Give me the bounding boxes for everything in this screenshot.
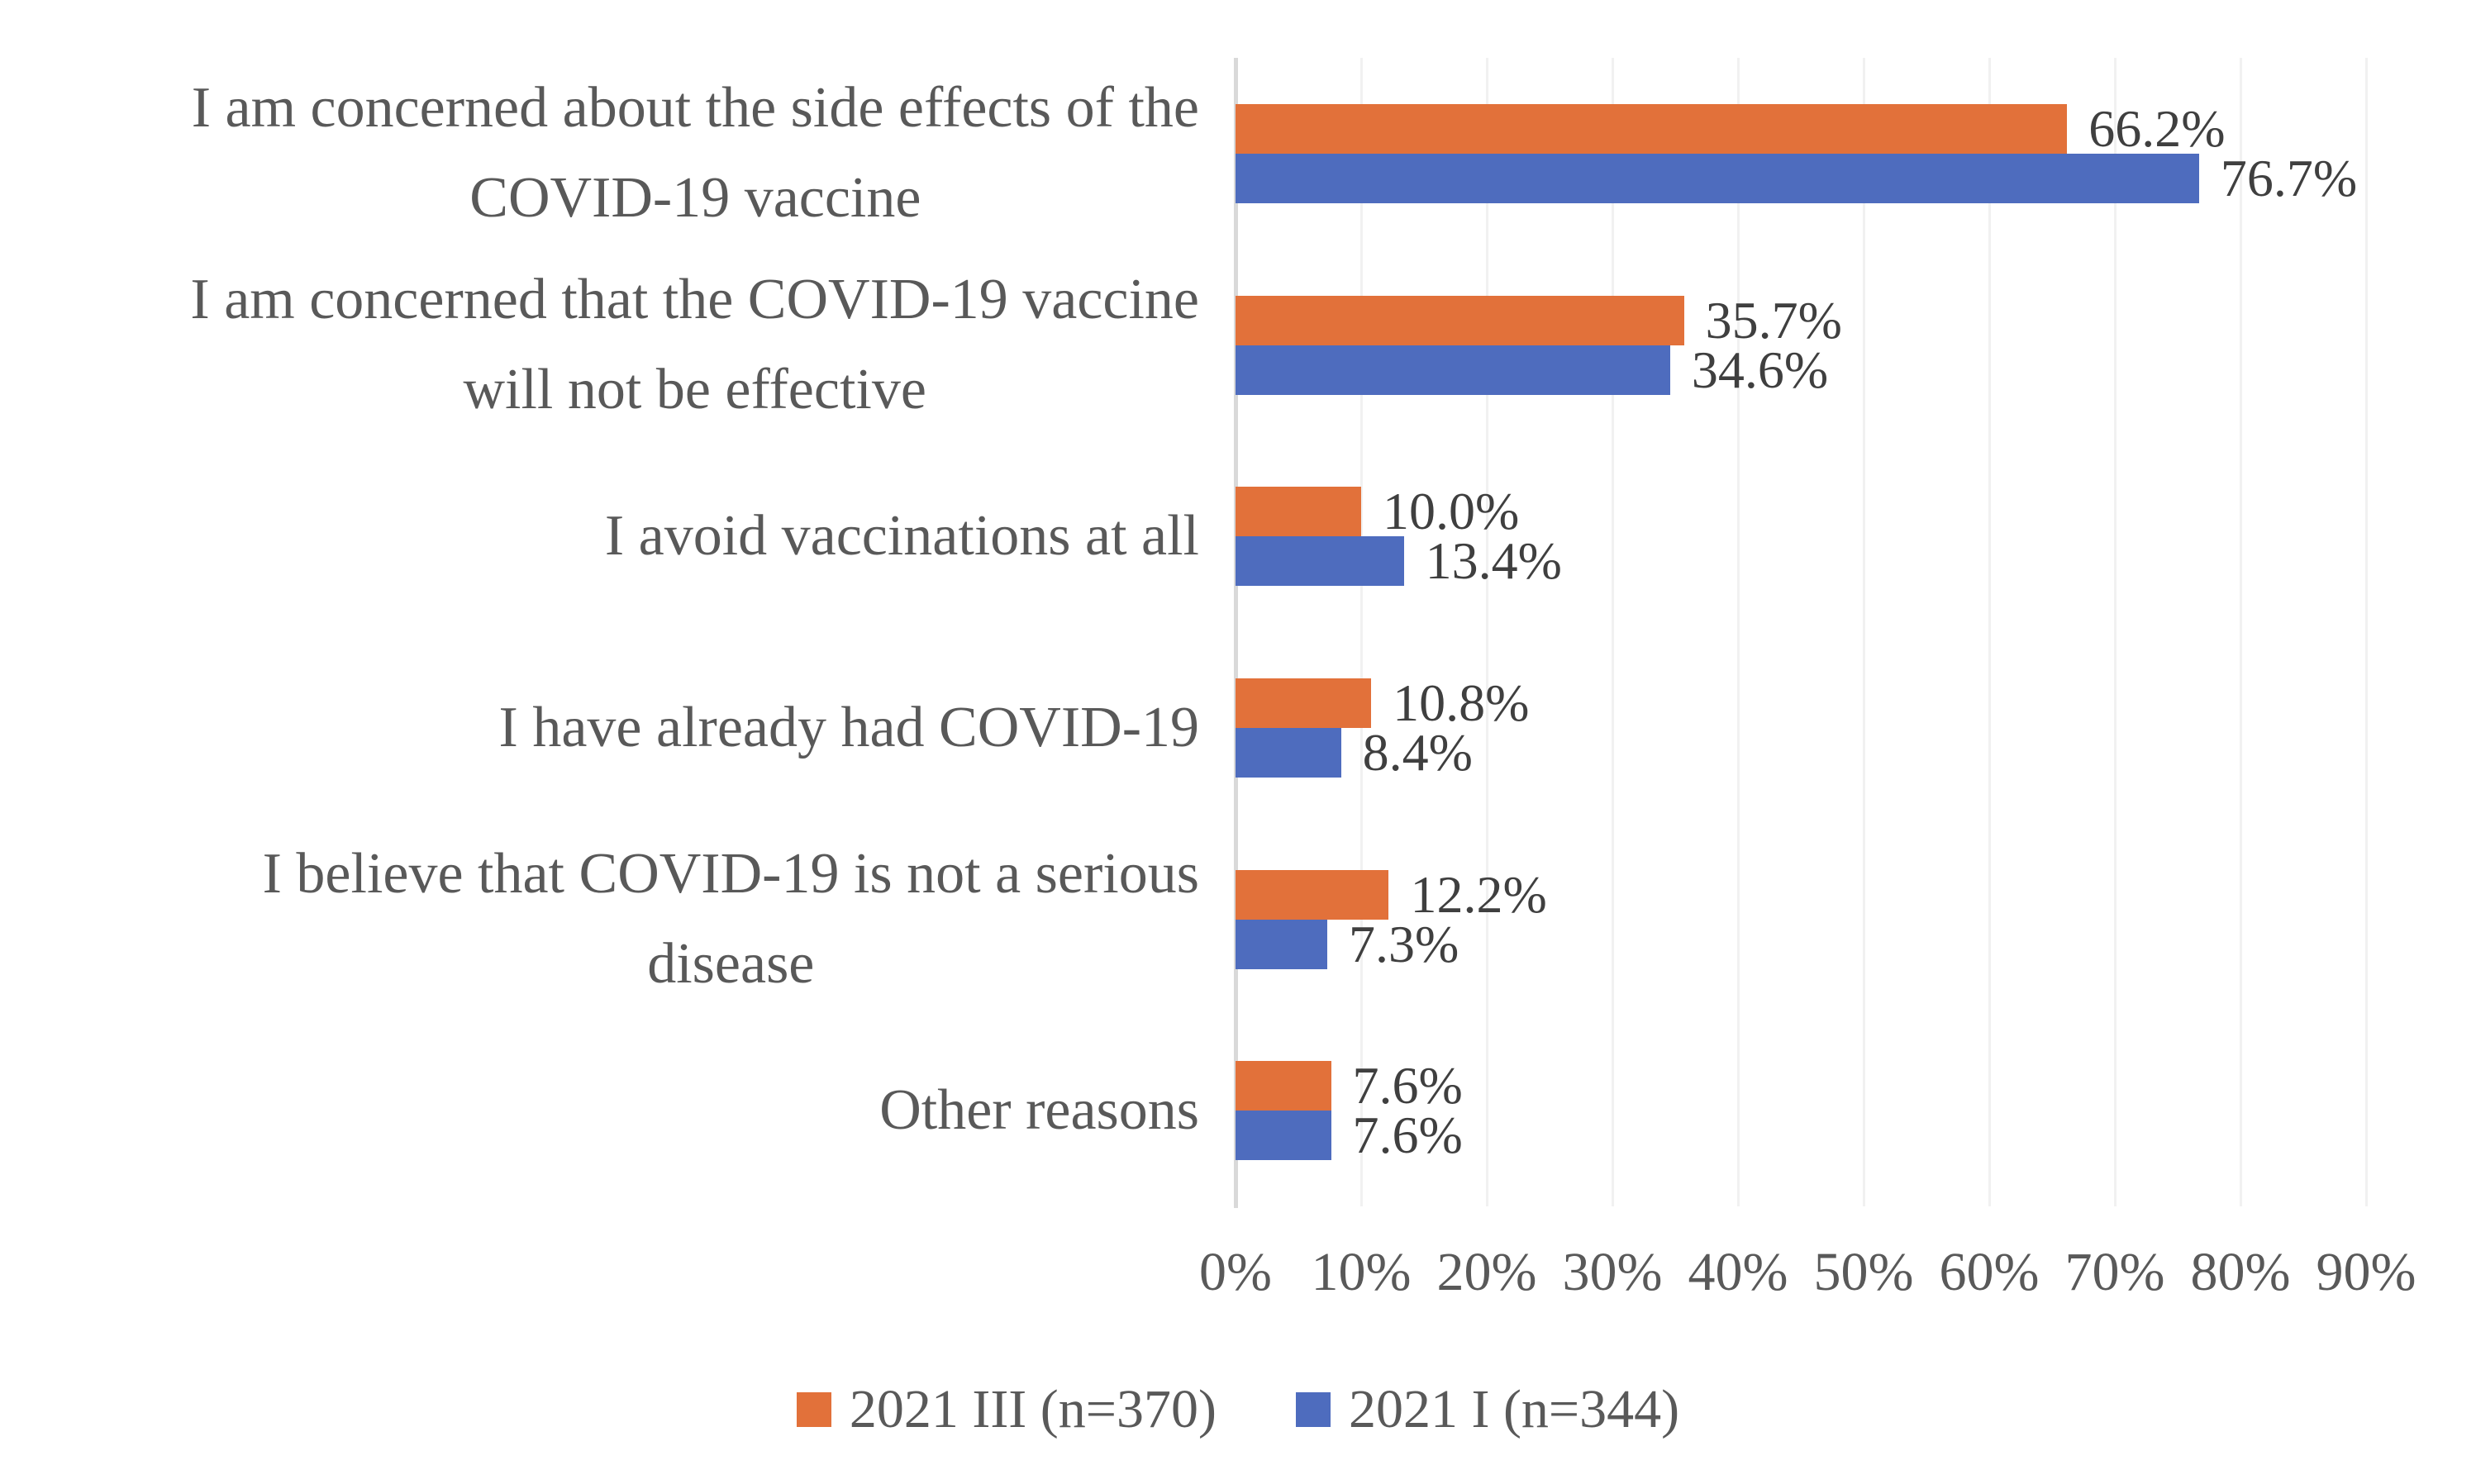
bar-segment	[1236, 678, 1372, 728]
legend-label: 2021 I (n=344)	[1348, 1379, 1680, 1439]
bar-segment	[1236, 536, 1404, 587]
bar-line: 13.4%	[1236, 531, 2476, 591]
data-label: 7.6%	[1352, 1056, 1463, 1115]
data-label: 10.8%	[1393, 673, 1530, 732]
data-label: 10.0%	[1383, 482, 1520, 541]
x-tick-label: 30%	[1562, 1242, 1663, 1302]
bar-segment	[1236, 919, 1327, 969]
bar-segment	[1236, 153, 2199, 203]
gridline	[2240, 58, 2242, 1206]
data-label: 8.4%	[1362, 722, 1473, 782]
bar-segment	[1236, 869, 1389, 920]
category-label-cell: I avoid vaccinations at all	[0, 492, 1236, 582]
x-tick-label: 90%	[2316, 1242, 2416, 1302]
bars-cell: 12.2% 7.3%	[1236, 864, 2476, 973]
bars-cell: 66.2% 76.7%	[1236, 98, 2476, 207]
bar-line: 7.3%	[1236, 914, 2476, 973]
bars-cell: 10.0% 13.4%	[1236, 482, 2476, 591]
data-label: 12.2%	[1410, 864, 1547, 924]
x-tick-label: 80%	[2190, 1242, 2291, 1302]
data-label: 66.2%	[2088, 98, 2226, 158]
bar-line: 7.6%	[1236, 1106, 2476, 1165]
gridline	[1360, 58, 1363, 1206]
bar-line: 35.7%	[1236, 290, 2476, 350]
bars-cell: 10.8% 8.4%	[1236, 673, 2476, 782]
data-label: 35.7%	[1705, 290, 1842, 350]
gridline	[1737, 58, 1740, 1206]
bar-segment	[1236, 1111, 1331, 1161]
category-row: I have already had COVID-19 10.8% 8.4%	[0, 632, 2476, 824]
category-row: I believe that COVID-19 is not a serious…	[0, 824, 2476, 1015]
category-row: I am concerned that the COVID-19 vaccine…	[0, 250, 2476, 441]
bar-segment	[1236, 295, 1684, 345]
category-label-cell: Other reasons	[0, 1066, 1236, 1156]
plot-rows: I am concerned about the side effects of…	[0, 58, 2476, 1206]
data-label: 7.6%	[1352, 1106, 1463, 1165]
legend-swatch	[1295, 1392, 1331, 1427]
category-label: I avoid vaccinations at all	[604, 503, 1199, 568]
category-label-cell: I am concerned about the side effects of…	[0, 64, 1236, 243]
legend-swatch	[796, 1392, 831, 1427]
bar-pair: 10.0% 13.4%	[1236, 482, 2476, 591]
legend-label: 2021 III (n=370)	[849, 1379, 1217, 1439]
category-label-cell: I am concerned that the COVID-19 vaccine…	[0, 255, 1236, 435]
category-label: I have already had COVID-19	[498, 695, 1199, 759]
gridline	[1612, 58, 1614, 1206]
category-label-cell: I have already had COVID-19	[0, 683, 1236, 773]
category-label: Other reasons	[879, 1077, 1199, 1142]
legend-item: 2021 III (n=370)	[796, 1378, 1217, 1441]
category-label: I am concerned about the side effects of…	[191, 76, 1199, 230]
bar-line: 34.6%	[1236, 340, 2476, 399]
bar-pair: 12.2% 7.3%	[1236, 864, 2476, 973]
bars-cell: 35.7% 34.6%	[1236, 290, 2476, 399]
data-label: 34.6%	[1691, 340, 1829, 399]
x-axis: 0% 10% 20% 30% 40% 50% 60% 70% 80% 90%	[0, 1241, 2476, 1315]
bar-line: 8.4%	[1236, 722, 2476, 782]
bar-pair: 7.6% 7.6%	[1236, 1056, 2476, 1165]
category-label: I believe that COVID-19 is not a serious…	[262, 842, 1199, 996]
gridline	[2365, 58, 2368, 1206]
bar-line: 12.2%	[1236, 864, 2476, 924]
x-tick-label: 50%	[1813, 1242, 1914, 1302]
bar-segment	[1236, 103, 2068, 154]
bar-segment	[1236, 1061, 1331, 1111]
data-label: 13.4%	[1425, 531, 1562, 591]
category-row: Other reasons 7.6% 7.6%	[0, 1015, 2476, 1206]
x-tick-label: 20%	[1436, 1242, 1537, 1302]
bar-line: 10.8%	[1236, 673, 2476, 732]
data-label: 7.3%	[1348, 914, 1459, 973]
legend: 2021 III (n=370) 2021 I (n=344)	[0, 1378, 2476, 1441]
gridline	[1486, 58, 1488, 1206]
bar-pair: 35.7% 34.6%	[1236, 290, 2476, 399]
x-tick-label: 60%	[1939, 1242, 2040, 1302]
bar-line: 7.6%	[1236, 1056, 2476, 1115]
bar-line: 66.2%	[1236, 98, 2476, 158]
bar-pair: 10.8% 8.4%	[1236, 673, 2476, 782]
data-label: 76.7%	[2220, 148, 2358, 207]
bar-line: 76.7%	[1236, 148, 2476, 207]
category-row: I avoid vaccinations at all 10.0% 13.4%	[0, 440, 2476, 632]
category-row: I am concerned about the side effects of…	[0, 58, 2476, 250]
gridline	[2114, 58, 2117, 1206]
bar-segment	[1236, 345, 1670, 395]
x-tick-label: 40%	[1688, 1242, 1788, 1302]
legend-item: 2021 I (n=344)	[1295, 1378, 1680, 1441]
bar-segment	[1236, 727, 1341, 778]
y-axis-line	[1234, 58, 1238, 1208]
category-label: I am concerned that the COVID-19 vaccine…	[190, 268, 1199, 421]
gridline	[1863, 58, 1865, 1206]
x-tick-label: 10%	[1311, 1242, 1412, 1302]
bar-segment	[1236, 487, 1361, 537]
bar-line: 10.0%	[1236, 482, 2476, 541]
x-tick-label: 0%	[1199, 1242, 1272, 1302]
category-label-cell: I believe that COVID-19 is not a serious…	[0, 830, 1236, 1009]
gridline	[1988, 58, 1991, 1206]
bar-pair: 66.2% 76.7%	[1236, 98, 2476, 207]
x-tick-label: 70%	[2064, 1242, 2165, 1302]
bars-cell: 7.6% 7.6%	[1236, 1056, 2476, 1165]
